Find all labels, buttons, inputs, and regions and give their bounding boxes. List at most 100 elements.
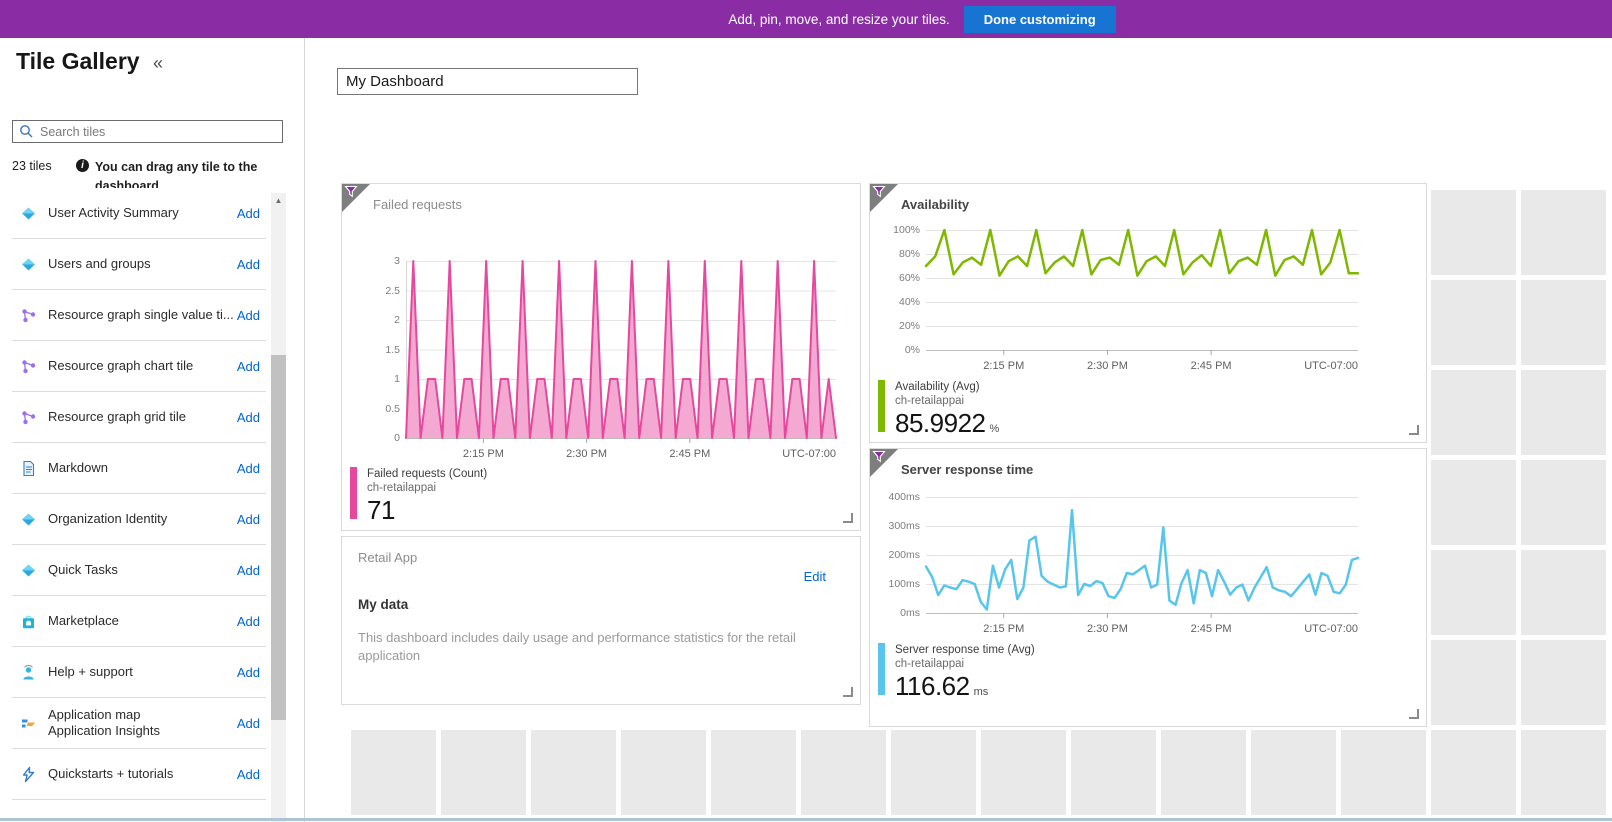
tile-gallery-panel: Tile Gallery « 23 tiles i You can drag a…: [0, 38, 305, 822]
window-bottom-edge: [0, 818, 1612, 821]
x-axis-label: 2:30 PM: [566, 448, 607, 460]
tile-gallery-item-1[interactable]: Users and groupsAdd: [12, 239, 266, 290]
y-axis-label: 200ms: [870, 549, 920, 561]
grid-placeholder-cell[interactable]: [1431, 280, 1516, 365]
tile-gallery-item-2[interactable]: Resource graph single value ti...Add: [12, 290, 266, 341]
legend-value: 71: [367, 495, 395, 525]
grid-placeholder-cell[interactable]: [441, 730, 526, 815]
add-tile-link[interactable]: Add: [237, 461, 260, 476]
grid-placeholder-cell[interactable]: [1431, 730, 1516, 815]
add-tile-link[interactable]: Add: [237, 512, 260, 527]
legend-resource: ch-retailappai: [895, 394, 999, 408]
chart-legend: Availability (Avg) ch-retailappai 85.992…: [878, 380, 999, 437]
tile-gallery-item-0[interactable]: User Activity SummaryAdd: [12, 188, 266, 239]
grid-placeholder-cell[interactable]: [1431, 460, 1516, 545]
add-tile-link[interactable]: Add: [237, 614, 260, 629]
grid-placeholder-cell[interactable]: [1521, 550, 1606, 635]
grid-placeholder-cell[interactable]: [1161, 730, 1246, 815]
add-tile-link[interactable]: Add: [237, 359, 260, 374]
grid-placeholder-cell[interactable]: [1521, 730, 1606, 815]
failed-requests-tile[interactable]: Failed requests 32.521.510.502:15 PM2:30…: [341, 183, 861, 531]
search-input[interactable]: [40, 125, 276, 139]
server-response-tile[interactable]: Server response time 400ms300ms200ms100m…: [869, 448, 1427, 727]
appmap-icon: [20, 715, 37, 732]
markdown-body: This dashboard includes daily usage and …: [358, 629, 844, 665]
tile-gallery-item-8[interactable]: MarketplaceAdd: [12, 596, 266, 647]
grid-placeholder-cell[interactable]: [1521, 640, 1606, 725]
grid-placeholder-cell[interactable]: [1431, 550, 1516, 635]
search-box[interactable]: [12, 120, 283, 143]
grid-placeholder-cell[interactable]: [621, 730, 706, 815]
grid-placeholder-cell[interactable]: [1251, 730, 1336, 815]
legend-unit: %: [989, 423, 999, 435]
grid-placeholder-cell[interactable]: [1431, 370, 1516, 455]
add-tile-link[interactable]: Add: [237, 767, 260, 782]
add-tile-link[interactable]: Add: [237, 563, 260, 578]
x-axis-label: 2:45 PM: [1191, 360, 1232, 372]
grid-placeholder-cell[interactable]: [1071, 730, 1156, 815]
grid-placeholder-cell[interactable]: [981, 730, 1066, 815]
add-tile-link[interactable]: Add: [237, 308, 260, 323]
x-axis-label: 2:30 PM: [1087, 360, 1128, 372]
bag-icon: [20, 613, 37, 630]
add-tile-link[interactable]: Add: [237, 257, 260, 272]
add-tile-link[interactable]: Add: [237, 716, 260, 731]
grid-placeholder-cell[interactable]: [1431, 190, 1516, 275]
edit-link[interactable]: Edit: [804, 569, 826, 584]
y-axis-label: 1: [350, 373, 400, 385]
grid-placeholder-cell[interactable]: [891, 730, 976, 815]
tile-item-label: Markdown: [48, 460, 237, 476]
availability-tile[interactable]: Availability 100%80%60%40%20%0%2:15 PM2:…: [869, 183, 1427, 443]
y-axis-label: 3: [350, 255, 400, 267]
tile-item-label: Quick Tasks: [48, 562, 237, 578]
y-axis-label: 100%: [870, 224, 920, 236]
tile-gallery-item-7[interactable]: Quick TasksAdd: [12, 545, 266, 596]
resize-handle[interactable]: [843, 687, 853, 697]
search-icon: [19, 124, 34, 139]
tile-gallery-item-4[interactable]: Resource graph grid tileAdd: [12, 392, 266, 443]
resize-handle[interactable]: [1409, 425, 1419, 435]
tile-gallery-item-10[interactable]: Application mapApplication InsightsAdd: [12, 698, 266, 749]
done-customizing-button[interactable]: Done customizing: [964, 6, 1116, 33]
legend-color-bar: [878, 643, 885, 695]
grid-placeholder-cell[interactable]: [1521, 370, 1606, 455]
graph-icon: [20, 358, 37, 375]
tile-gallery-item-5[interactable]: MarkdownAdd: [12, 443, 266, 494]
y-axis-label: 100ms: [870, 578, 920, 590]
grid-placeholder-cell[interactable]: [1341, 730, 1426, 815]
tile-gallery-item-3[interactable]: Resource graph chart tileAdd: [12, 341, 266, 392]
y-axis-label: 400ms: [870, 491, 920, 503]
grid-placeholder-cell[interactable]: [801, 730, 886, 815]
collapse-panel-button[interactable]: «: [153, 53, 163, 74]
x-axis-label: 2:45 PM: [669, 448, 710, 460]
legend-color-bar: [878, 380, 885, 432]
add-tile-link[interactable]: Add: [237, 665, 260, 680]
dashboard-name-input[interactable]: [337, 68, 638, 95]
resize-handle[interactable]: [843, 513, 853, 523]
diamond-icon: [20, 562, 37, 579]
grid-placeholder-cell[interactable]: [531, 730, 616, 815]
tile-gallery-item-9[interactable]: Help + supportAdd: [12, 647, 266, 698]
grid-placeholder-cell[interactable]: [1521, 190, 1606, 275]
chart-legend: Failed requests (Count) ch-retailappai 7…: [350, 467, 487, 524]
sidebar-scrollbar[interactable]: ▲: [271, 193, 286, 822]
x-axis-label: 2:30 PM: [1087, 623, 1128, 635]
grid-placeholder-cell[interactable]: [1521, 280, 1606, 365]
tile-gallery-item-6[interactable]: Organization IdentityAdd: [12, 494, 266, 545]
grid-placeholder-cell[interactable]: [351, 730, 436, 815]
y-axis-label: 2.5: [350, 285, 400, 297]
retail-app-markdown-tile[interactable]: Retail App Edit My data This dashboard i…: [341, 536, 861, 705]
grid-placeholder-cell[interactable]: [1431, 640, 1516, 725]
info-icon: i: [76, 159, 89, 172]
scrollbar-thumb[interactable]: [271, 355, 286, 720]
resize-handle[interactable]: [1409, 709, 1419, 719]
grid-placeholder-cell[interactable]: [1521, 460, 1606, 545]
add-tile-link[interactable]: Add: [237, 206, 260, 221]
grid-placeholder-cell[interactable]: [711, 730, 796, 815]
scrollbar-up-icon[interactable]: ▲: [271, 193, 286, 208]
tile-gallery-item-11[interactable]: Quickstarts + tutorialsAdd: [12, 749, 266, 800]
tile-item-label: User Activity Summary: [48, 205, 237, 221]
document-icon: [20, 460, 37, 477]
add-tile-link[interactable]: Add: [237, 410, 260, 425]
legend-unit: ms: [974, 686, 989, 698]
